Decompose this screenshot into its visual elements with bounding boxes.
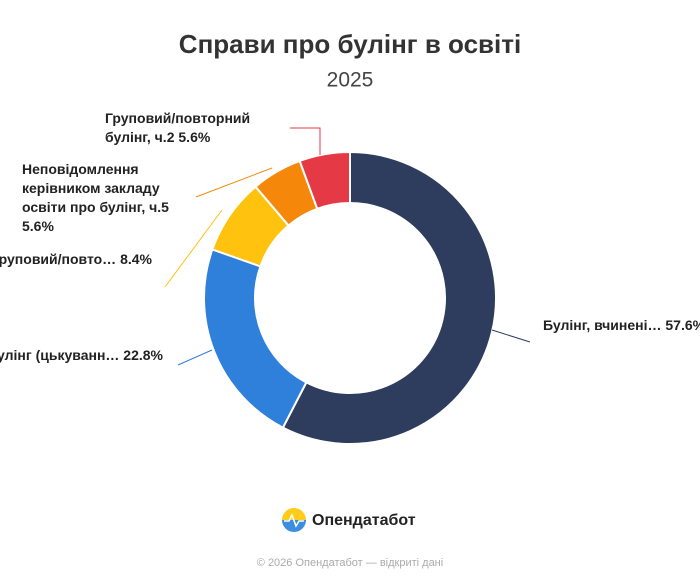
donut-segment (298, 150, 351, 211)
leader-line (177, 349, 213, 366)
donut-segment (281, 150, 497, 445)
brand-logo-pulse (284, 513, 304, 528)
label-value: 8.4% (120, 251, 152, 267)
footer: © 2026 Опендатабот — відкриті дані (257, 557, 443, 569)
donut-segment (203, 248, 308, 430)
chart-title: Справи про булінг в освіті (179, 29, 521, 59)
label-category: Груповий/повторний булінг, ч.2 (105, 110, 251, 145)
label-value: 22.8% (123, 347, 163, 363)
data-label: Булінг (цькуванн… 22.8% (0, 346, 163, 365)
leader-line (164, 209, 223, 288)
brand-name: Опендатабот (312, 512, 416, 529)
leader-line (491, 329, 531, 343)
label-value: 57.6% (665, 317, 700, 333)
leader-line (290, 127, 321, 155)
data-label: Груповий/повторний булінг, ч.2 5.6% (105, 109, 290, 147)
data-label: Булінг, вчинені… 57.6% (543, 316, 700, 335)
data-label: Неповідомлення керівником закладу освіти… (22, 160, 200, 236)
label-category: Груповий/повто… (0, 251, 117, 267)
label-category: Булінг (цькуванн… (0, 347, 120, 363)
data-label: Груповий/повто… 8.4% (0, 250, 152, 269)
label-category: Булінг, вчинені… (543, 317, 662, 333)
chart-subtitle: 2025 (327, 69, 374, 92)
leader-line (195, 167, 273, 198)
label-category: Неповідомлення керівником закладу освіти… (22, 161, 169, 215)
label-value: 5.6% (22, 218, 54, 234)
label-value: 5.6% (178, 129, 211, 145)
